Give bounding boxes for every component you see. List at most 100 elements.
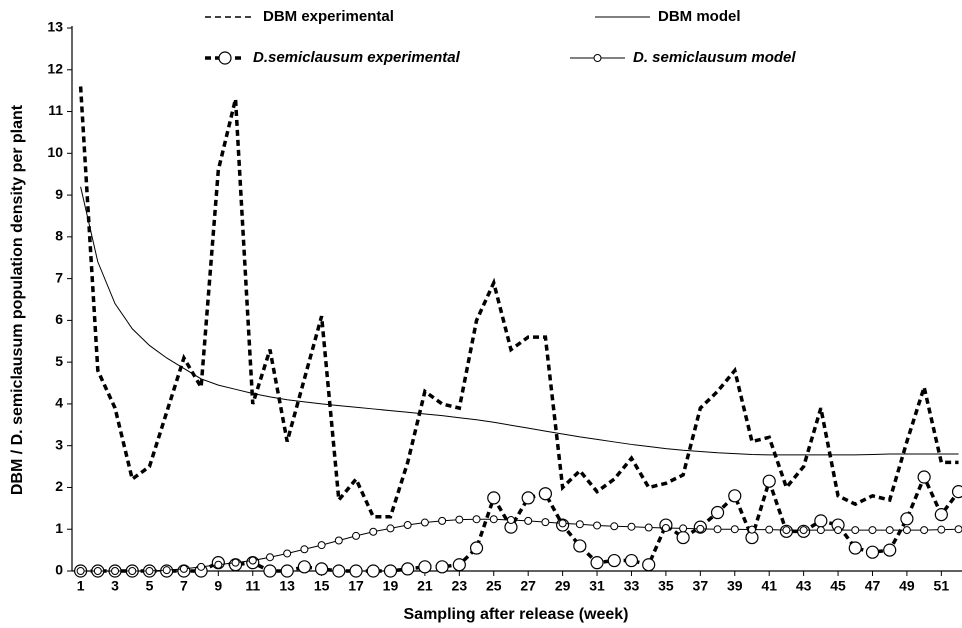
x-tick-label: 1: [77, 578, 85, 594]
data-point: [248, 556, 257, 565]
data-point: [868, 526, 877, 535]
data-point: [111, 567, 120, 575]
x-tick-label: 37: [693, 578, 709, 594]
data-point: [799, 526, 808, 535]
data-point: [334, 536, 343, 545]
data-point: [573, 539, 587, 553]
data-point: [265, 553, 274, 562]
x-tick-label: 49: [899, 578, 915, 594]
data-point: [128, 567, 137, 575]
data-point: [883, 543, 897, 557]
data-point: [401, 562, 415, 576]
data-point: [575, 520, 584, 529]
data-point: [661, 523, 670, 532]
data-point: [297, 560, 311, 574]
data-point: [558, 519, 567, 528]
data-point: [710, 505, 725, 520]
y-tick-label: 6: [55, 311, 63, 327]
data-point: [332, 564, 346, 578]
data-point: [730, 525, 739, 534]
x-tick-label: 43: [796, 578, 812, 594]
data-point: [920, 526, 929, 535]
data-point: [420, 518, 429, 527]
data-point: [593, 521, 602, 530]
data-point: [438, 516, 447, 525]
y-axis-label: DBM / D. semiclausum population density …: [9, 104, 26, 495]
data-point: [679, 524, 688, 533]
y-tick-label: 2: [55, 478, 63, 494]
data-point: [627, 522, 636, 531]
x-tick-label: 25: [486, 578, 502, 594]
data-point: [624, 553, 639, 568]
x-tick-label: 3: [111, 578, 119, 594]
x-tick-label: 31: [589, 578, 605, 594]
data-point: [162, 566, 171, 575]
data-point: [644, 523, 653, 532]
data-point: [816, 526, 825, 535]
y-tick-label: 11: [48, 102, 63, 118]
legend-label: D. semiclausum model: [633, 49, 796, 66]
data-point: [917, 470, 931, 484]
x-tick-label: 27: [520, 578, 536, 594]
data-point: [489, 515, 498, 524]
data-point: [728, 489, 742, 503]
x-tick-label: 51: [934, 578, 950, 594]
data-point: [231, 558, 240, 567]
series-line: [80, 518, 959, 572]
data-point: [610, 522, 619, 531]
data-point: [263, 564, 277, 578]
y-tick-label: 10: [47, 144, 63, 160]
data-point: [782, 526, 791, 535]
x-tick-label: 45: [830, 578, 846, 594]
x-tick-label: 35: [658, 578, 674, 594]
series-line: [78, 86, 959, 519]
legend-label: DBM experimental: [263, 8, 394, 25]
data-point: [315, 562, 329, 576]
y-tick-label: 9: [55, 186, 63, 202]
data-point: [369, 527, 378, 536]
legend-label: D.semiclausum experimental: [253, 49, 461, 66]
x-tick-label: 17: [348, 578, 364, 594]
data-point: [538, 487, 553, 501]
data-point: [317, 541, 326, 550]
y-tick-label: 7: [55, 269, 63, 285]
data-point: [179, 564, 188, 573]
data-point: [590, 556, 604, 570]
data-point: [469, 541, 484, 555]
data-point: [696, 524, 705, 533]
data-point: [403, 521, 412, 530]
x-tick-label: 5: [146, 578, 154, 594]
x-tick-label: 15: [314, 578, 330, 594]
data-point: [283, 549, 292, 558]
data-point: [506, 516, 515, 525]
data-point: [934, 508, 948, 522]
data-point: [765, 525, 774, 534]
data-point: [418, 560, 432, 574]
data-point: [366, 564, 380, 578]
data-point: [455, 515, 464, 524]
data-point: [352, 531, 361, 540]
data-point: [197, 562, 206, 571]
data-point: [435, 560, 449, 574]
data-point: [472, 515, 481, 524]
y-tick-label: 1: [55, 520, 63, 536]
x-tick-label: 33: [624, 578, 640, 594]
data-point: [280, 564, 294, 578]
x-tick-label: 7: [180, 578, 188, 594]
x-tick-label: 41: [761, 578, 777, 594]
x-tick-label: 9: [214, 578, 222, 594]
data-point: [642, 558, 656, 572]
data-point: [762, 474, 776, 488]
data-point: [676, 530, 690, 545]
x-tick-label: 21: [417, 578, 433, 594]
x-axis-label: Sampling after release (week): [404, 606, 629, 623]
data-point: [607, 553, 621, 568]
x-tick-label: 47: [865, 578, 881, 594]
data-point: [713, 525, 722, 534]
legend-label: DBM model: [658, 8, 741, 25]
data-point: [851, 526, 860, 535]
legend-marker: [593, 54, 602, 62]
data-point: [885, 526, 894, 535]
x-tick-label: 23: [452, 578, 468, 594]
